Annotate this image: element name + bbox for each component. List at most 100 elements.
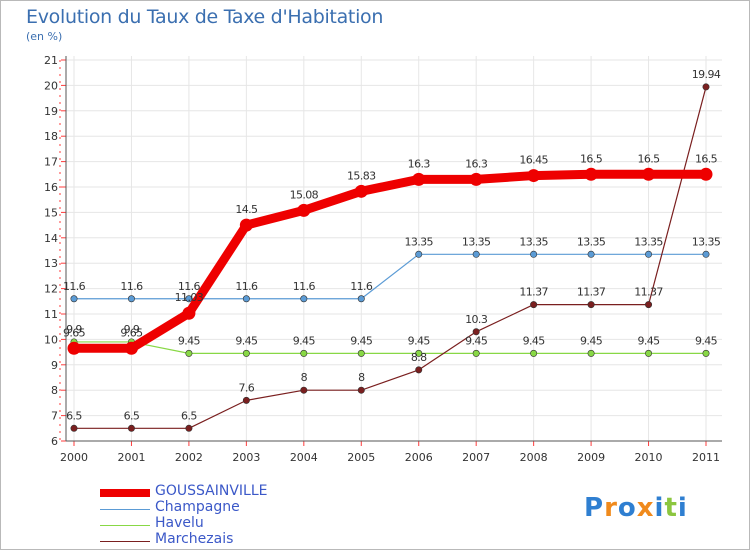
series-line-havelu	[73, 341, 707, 354]
point-havelu	[472, 349, 480, 357]
data-label-champagne: 13.35	[404, 235, 433, 248]
point-marchezais	[357, 386, 365, 394]
data-label-goussainville: 16.45	[519, 154, 548, 167]
data-label-goussainville: 9.65	[120, 326, 143, 339]
x-tick-label: 2010	[635, 451, 663, 464]
legend-label-havelu: Havelu	[155, 515, 204, 531]
point-goussainville	[412, 172, 426, 186]
point-havelu	[185, 349, 193, 357]
data-label-goussainville: 15.08	[290, 188, 319, 201]
point-goussainville	[527, 169, 541, 183]
data-label-havelu: 9.9	[66, 323, 82, 336]
y-tick-label: 16	[44, 181, 58, 194]
point-marchezais	[587, 301, 595, 309]
point-marchezais	[530, 301, 538, 309]
data-label-goussainville: 16.5	[580, 152, 603, 165]
data-label-champagne: 11.6	[63, 280, 86, 293]
data-label-havelu: 9.45	[465, 334, 488, 347]
data-label-marchezais: 6.5	[181, 409, 197, 422]
point-havelu	[300, 349, 308, 357]
point-marchezais	[70, 424, 78, 432]
x-tick-label: 2003	[232, 451, 260, 464]
data-label-champagne: 11.6	[120, 280, 143, 293]
point-champagne	[357, 295, 365, 303]
data-label-havelu: 9.45	[293, 334, 316, 347]
point-champagne	[472, 250, 480, 258]
point-marchezais	[702, 83, 710, 91]
y-tick-label: 19	[44, 105, 58, 118]
x-tick-label: 2009	[577, 451, 605, 464]
point-goussainville	[469, 172, 483, 186]
series-line-goussainville	[69, 169, 711, 353]
point-goussainville	[354, 184, 368, 198]
data-label-goussainville: 16.3	[408, 157, 431, 170]
point-marchezais	[645, 301, 653, 309]
data-label-marchezais: 19.94	[692, 68, 721, 81]
data-label-marchezais: 11.37	[577, 286, 606, 299]
point-goussainville	[182, 306, 196, 320]
y-tick-label: 15	[44, 206, 58, 219]
y-tick-label: 9	[51, 359, 58, 372]
data-label-havelu: 9.45	[235, 334, 258, 347]
point-goussainville	[67, 341, 81, 355]
data-label-marchezais: 6.5	[66, 409, 82, 422]
series-line-marchezais	[73, 86, 707, 429]
data-label-marchezais: 8	[301, 371, 308, 384]
point-havelu	[242, 349, 250, 357]
data-label-champagne: 13.35	[577, 235, 606, 248]
point-champagne	[415, 250, 423, 258]
point-havelu	[645, 349, 653, 357]
point-champagne	[530, 250, 538, 258]
point-havelu	[415, 349, 423, 357]
data-label-champagne: 13.35	[462, 235, 491, 248]
legend-swatch-goussainville	[100, 489, 150, 497]
data-label-havelu: 9.45	[637, 334, 660, 347]
y-tick-label: 11	[44, 308, 58, 321]
data-label-goussainville: 9.65	[63, 326, 86, 339]
y-tick-label: 12	[44, 283, 58, 296]
point-goussainville	[124, 341, 138, 355]
point-goussainville	[699, 167, 713, 181]
data-label-marchezais: 11.37	[634, 286, 663, 299]
point-champagne	[70, 295, 78, 303]
y-tick-label: 18	[44, 130, 58, 143]
point-champagne	[185, 295, 193, 303]
x-tick-label: 2000	[60, 451, 88, 464]
point-marchezais	[242, 396, 250, 404]
data-label-champagne: 11.6	[178, 280, 201, 293]
point-havelu	[530, 349, 538, 357]
point-champagne	[127, 295, 135, 303]
y-tick-label: 8	[51, 384, 58, 397]
x-tick-label: 2011	[692, 451, 720, 464]
data-label-champagne: 11.6	[350, 280, 373, 293]
point-marchezais	[415, 366, 423, 374]
y-tick-label: 21	[44, 54, 58, 67]
data-label-havelu: 9.9	[124, 323, 140, 336]
data-label-goussainville: 16.3	[465, 157, 488, 170]
data-label-havelu: 9.45	[178, 334, 201, 347]
legend-label-champagne: Champagne	[155, 499, 240, 515]
legend-swatch-havelu	[100, 525, 150, 526]
data-label-marchezais: 6.5	[124, 409, 140, 422]
point-marchezais	[127, 424, 135, 432]
x-tick-label: 2005	[347, 451, 375, 464]
y-tick-label: 7	[51, 410, 58, 423]
point-marchezais	[185, 424, 193, 432]
y-tick-label: 6	[51, 435, 58, 448]
y-tick-label: 20	[44, 79, 58, 92]
data-label-havelu: 9.45	[350, 334, 373, 347]
svg-text:Proxiti: Proxiti	[584, 493, 688, 522]
legend-swatch-marchezais	[100, 541, 150, 542]
data-label-goussainville: 16.5	[637, 152, 660, 165]
point-havelu	[357, 349, 365, 357]
point-goussainville	[297, 203, 311, 217]
chart-subtitle: (en %)	[26, 30, 63, 43]
plot-area	[66, 56, 722, 441]
data-label-marchezais: 8.8	[411, 351, 427, 364]
data-label-havelu: 9.45	[408, 334, 431, 347]
y-tick-label: 13	[44, 257, 58, 270]
data-label-havelu: 9.45	[695, 334, 718, 347]
x-tick-label: 2008	[520, 451, 548, 464]
point-marchezais	[472, 328, 480, 336]
